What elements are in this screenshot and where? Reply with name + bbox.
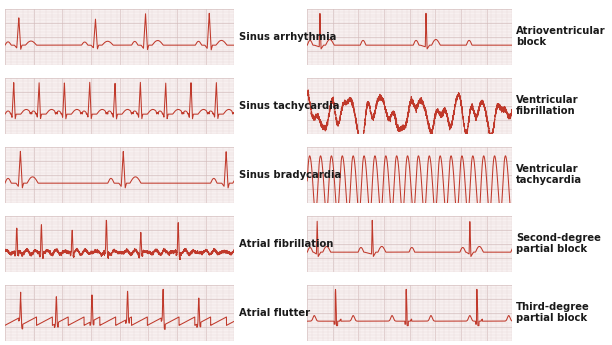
Text: Sinus arrhythmia: Sinus arrhythmia <box>239 32 336 41</box>
Text: Second-degree
partial block: Second-degree partial block <box>516 233 601 254</box>
Text: Sinus tachycardia: Sinus tachycardia <box>239 101 339 110</box>
Text: Atrial flutter: Atrial flutter <box>239 308 310 317</box>
Text: Ventricular
tachycardia: Ventricular tachycardia <box>516 164 582 185</box>
Text: Atrial fibrillation: Atrial fibrillation <box>239 239 333 248</box>
Text: Sinus bradycardia: Sinus bradycardia <box>239 170 341 179</box>
Text: Atrioventricular
block: Atrioventricular block <box>516 26 605 47</box>
Text: Ventricular
fibrillation: Ventricular fibrillation <box>516 95 578 116</box>
Text: Third-degree
partial block: Third-degree partial block <box>516 302 590 323</box>
